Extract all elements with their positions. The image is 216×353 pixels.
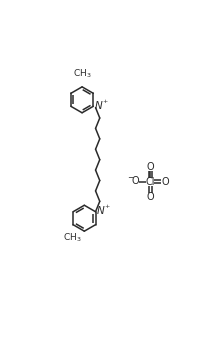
Text: O: O xyxy=(161,177,169,187)
Text: −: − xyxy=(127,174,134,183)
Text: +: + xyxy=(104,204,110,209)
Text: CH$_3$: CH$_3$ xyxy=(63,232,81,244)
Text: O: O xyxy=(132,176,139,186)
Text: O: O xyxy=(146,162,154,172)
Text: O: O xyxy=(146,192,154,202)
Text: +: + xyxy=(102,99,107,104)
Text: Cl: Cl xyxy=(145,177,155,187)
Text: CH$_3$: CH$_3$ xyxy=(73,67,91,80)
Text: N: N xyxy=(95,101,103,111)
Text: N: N xyxy=(97,206,105,216)
